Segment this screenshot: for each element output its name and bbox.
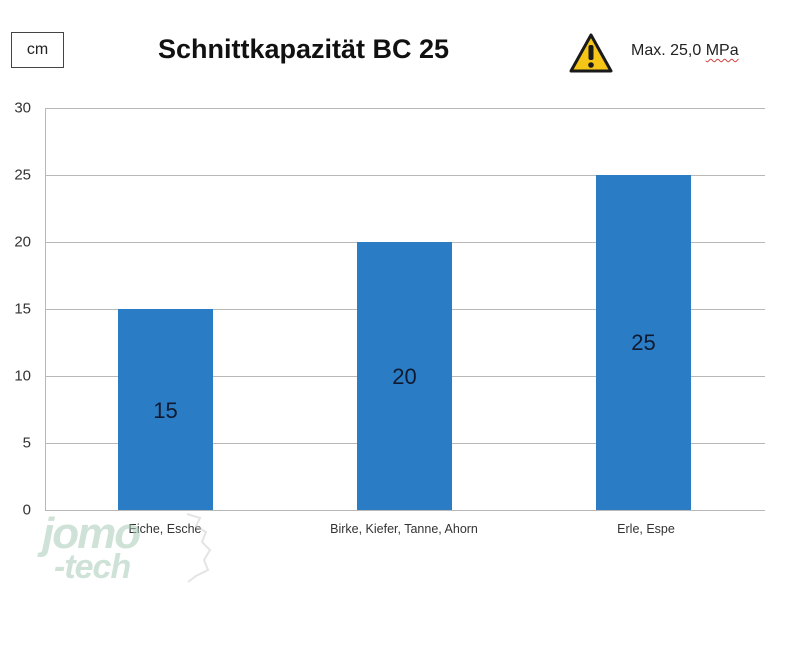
y-axis-line xyxy=(45,108,46,510)
unit-label: cm xyxy=(26,41,49,58)
bar-birke-kiefer-tanne-ahorn: 20 xyxy=(357,242,452,510)
gridline-30 xyxy=(45,108,765,109)
x-category-label: Birke, Kiefer, Tanne, Ahorn xyxy=(330,522,478,536)
y-tick-label: 20 xyxy=(14,233,31,251)
bar-eiche-esche: 15 xyxy=(118,309,213,510)
gridline-25 xyxy=(45,175,765,176)
y-tick-label: 15 xyxy=(14,300,31,318)
x-category-label: Erle, Espe xyxy=(617,522,675,536)
y-tick-label: 5 xyxy=(22,434,31,452)
warning-triangle-icon xyxy=(569,33,613,73)
y-tick-label: 0 xyxy=(22,501,31,519)
bar-value-label: 20 xyxy=(392,364,417,389)
chart-title: Schnittkapazität BC 25 xyxy=(158,34,450,64)
y-tick-label: 10 xyxy=(14,367,31,385)
bar-erle-espe: 25 xyxy=(596,175,691,510)
max-pressure-text: Max. 25,0 xyxy=(631,42,706,59)
unit-label-box: cm xyxy=(11,32,64,68)
y-tick-label: 25 xyxy=(14,166,31,184)
x-axis-line xyxy=(45,510,765,511)
y-tick-label: 30 xyxy=(14,99,31,117)
x-category-label: Eiche, Esche xyxy=(128,522,202,536)
bar-value-label: 15 xyxy=(153,398,178,423)
bar-value-label: 25 xyxy=(631,330,656,355)
max-pressure-label: Max. 25,0 MPa xyxy=(631,42,739,60)
max-pressure-unit: MPa xyxy=(705,42,739,59)
